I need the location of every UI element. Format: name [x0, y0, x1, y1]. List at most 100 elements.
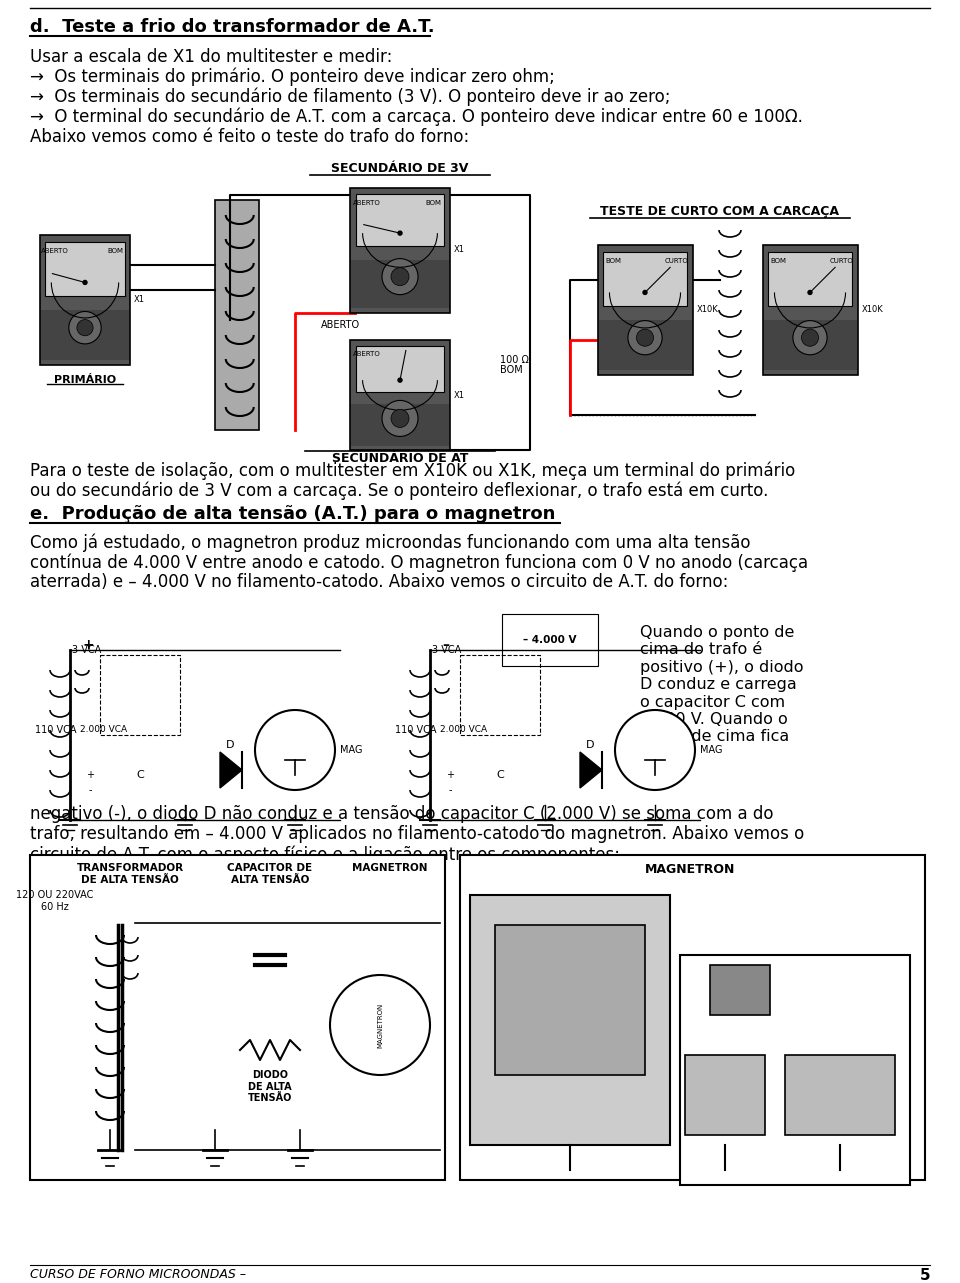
Text: circuito de A.T. com o aspecto físico e a ligação entre os componentes:: circuito de A.T. com o aspecto físico e …	[30, 845, 620, 863]
Text: CURSO DE FORNO MICROONDAS –: CURSO DE FORNO MICROONDAS –	[30, 1268, 246, 1280]
Text: →  Os terminais do secundário de filamento (3 V). O ponteiro deve ir ao zero;: → Os terminais do secundário de filament…	[30, 89, 670, 106]
Bar	[100, 656, 180, 735]
Text: MAGNETRON: MAGNETRON	[645, 863, 735, 876]
Circle shape	[398, 231, 402, 235]
Bar	[495, 925, 645, 1075]
Text: -: -	[448, 785, 452, 795]
Bar	[710, 965, 770, 1015]
Bar	[685, 1055, 765, 1135]
Bar	[356, 194, 444, 246]
Text: BOM: BOM	[108, 248, 123, 254]
Bar	[351, 260, 449, 308]
Bar	[460, 656, 540, 735]
Text: BOM: BOM	[425, 200, 442, 207]
Text: ABERTO: ABERTO	[41, 248, 69, 254]
Text: 3 VCA: 3 VCA	[432, 645, 461, 656]
Text: 100 Ω: 100 Ω	[500, 355, 529, 364]
Text: PRIMÁRIO: PRIMÁRIO	[54, 375, 116, 385]
Bar	[597, 245, 692, 375]
Text: +: +	[86, 770, 94, 780]
Bar	[215, 200, 259, 430]
Circle shape	[391, 268, 409, 286]
Circle shape	[83, 281, 87, 285]
Text: →  O terminal do secundário de A.T. com a carcaça. O ponteiro deve indicar entre: → O terminal do secundário de A.T. com a…	[30, 108, 803, 127]
Text: – 4.000 V: – 4.000 V	[523, 635, 577, 645]
Text: ABERTO: ABERTO	[352, 200, 380, 207]
Bar	[460, 854, 925, 1180]
Text: X1: X1	[454, 245, 465, 254]
Text: 5: 5	[920, 1268, 930, 1283]
Text: +: +	[446, 770, 454, 780]
Text: X1: X1	[134, 295, 145, 304]
Text: 120 OU 220VAC
60 Hz: 120 OU 220VAC 60 Hz	[16, 890, 94, 912]
Text: trafo, resultando em – 4.000 V aplicados no filamento-catodo do magnetron. Abaix: trafo, resultando em – 4.000 V aplicados…	[30, 825, 804, 843]
Circle shape	[255, 709, 335, 790]
Circle shape	[802, 330, 819, 346]
Bar	[30, 155, 930, 445]
Text: →  Os terminais do primário. O ponteiro deve indicar zero ohm;: → Os terminais do primário. O ponteiro d…	[30, 68, 555, 86]
Text: MAGNETRON: MAGNETRON	[352, 863, 428, 872]
Bar	[351, 404, 449, 445]
Text: C: C	[136, 770, 144, 780]
Circle shape	[793, 321, 828, 355]
Circle shape	[77, 319, 93, 336]
Bar	[350, 187, 450, 313]
Bar	[763, 321, 856, 370]
Text: d.  Teste a frio do transformador de A.T.: d. Teste a frio do transformador de A.T.	[30, 18, 435, 36]
Text: SECUNDÁRIO DE 3V: SECUNDÁRIO DE 3V	[331, 162, 468, 174]
Circle shape	[391, 409, 409, 427]
Circle shape	[615, 709, 695, 790]
Text: MAG: MAG	[700, 745, 723, 754]
Bar	[350, 340, 450, 450]
Bar	[470, 896, 670, 1144]
Text: 2.000 VCA: 2.000 VCA	[80, 725, 127, 734]
Circle shape	[398, 378, 402, 382]
Text: -: -	[88, 785, 92, 795]
Text: 110 VCA: 110 VCA	[35, 725, 77, 735]
Text: contínua de 4.000 V entre anodo e catodo. O magnetron funciona com 0 V no anodo : contínua de 4.000 V entre anodo e catodo…	[30, 553, 808, 571]
Text: BOM: BOM	[770, 258, 786, 264]
Circle shape	[330, 975, 430, 1075]
Bar	[598, 321, 691, 370]
Text: ABERTO: ABERTO	[321, 319, 360, 330]
Text: CURTO: CURTO	[829, 258, 853, 264]
Text: DIODO DE
ALTA
TENSÃO: DIODO DE ALTA TENSÃO	[770, 964, 821, 993]
Bar	[40, 235, 130, 364]
Circle shape	[808, 290, 812, 295]
Bar	[356, 345, 444, 391]
Bar	[680, 955, 910, 1185]
Text: TRAFO DE
POTÊNCIA: TRAFO DE POTÊNCIA	[699, 1144, 751, 1165]
Text: 2.000 VCA: 2.000 VCA	[440, 725, 487, 734]
Text: ABERTO: ABERTO	[352, 352, 380, 357]
Text: MAG: MAG	[340, 745, 363, 754]
Text: C: C	[496, 770, 504, 780]
Text: CURTO: CURTO	[665, 258, 688, 264]
Text: BOM: BOM	[500, 364, 523, 375]
Text: TESTE DE CURTO COM A CARCAÇA: TESTE DE CURTO COM A CARCAÇA	[601, 205, 839, 218]
Circle shape	[382, 400, 418, 436]
Text: ou do secundário de 3 V com a carcaça. Se o ponteiro deflexionar, o trafo está e: ou do secundário de 3 V com a carcaça. S…	[30, 482, 768, 500]
Bar	[768, 251, 852, 307]
Text: CAPACITOR
DE ALTA
TENSÃO: CAPACITOR DE ALTA TENSÃO	[811, 1144, 869, 1175]
Text: X10K: X10K	[861, 305, 883, 314]
Bar	[785, 1055, 895, 1135]
Text: BOM: BOM	[605, 258, 621, 264]
Text: SECUNDÁRIO DE AT: SECUNDÁRIO DE AT	[332, 452, 468, 464]
Text: D: D	[226, 740, 234, 751]
Polygon shape	[220, 752, 242, 788]
Text: MAGNETRON: MAGNETRON	[377, 1002, 383, 1048]
Bar	[762, 245, 857, 375]
Text: Como já estudado, o magnetron produz microondas funcionando com uma alta tensão: Como já estudado, o magnetron produz mic…	[30, 532, 751, 552]
Text: X1: X1	[454, 390, 465, 399]
Polygon shape	[580, 752, 602, 788]
Text: –: –	[442, 638, 449, 652]
Circle shape	[69, 312, 101, 344]
Text: Abaixo vemos como é feito o teste do trafo do forno:: Abaixo vemos como é feito o teste do tra…	[30, 128, 469, 146]
Circle shape	[643, 290, 647, 295]
Bar	[41, 310, 129, 359]
Text: aterrada) e – 4.000 V no filamento-catodo. Abaixo vemos o circuito de A.T. do fo: aterrada) e – 4.000 V no filamento-catod…	[30, 574, 729, 591]
Text: Usar a escala de X1 do multitester e medir:: Usar a escala de X1 do multitester e med…	[30, 47, 393, 65]
Text: X10K: X10K	[697, 305, 718, 314]
Bar	[603, 251, 686, 307]
Text: Quando o ponto de
cima do trafo é
positivo (+), o diodo
D conduz e carrega
o cap: Quando o ponto de cima do trafo é positi…	[640, 625, 804, 744]
